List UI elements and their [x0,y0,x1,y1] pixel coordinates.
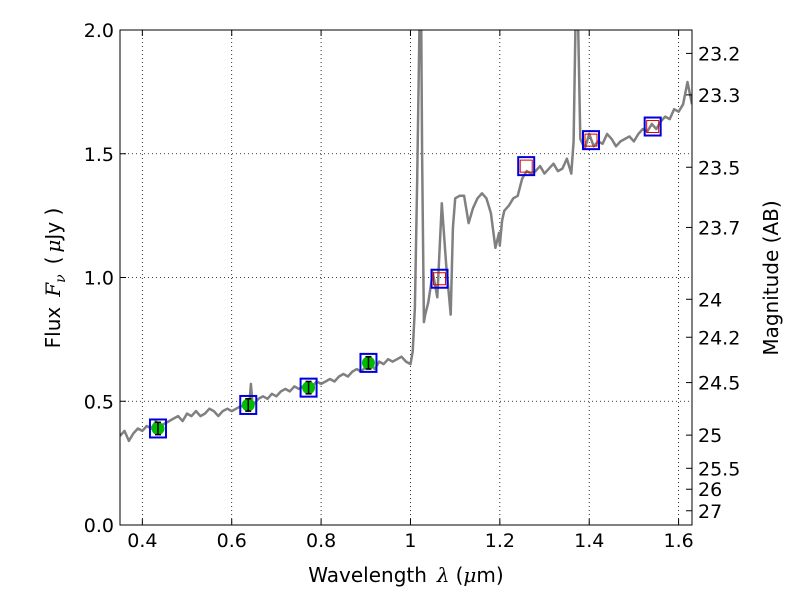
photometry-square-marker [517,156,536,177]
photometry-square-marker [299,377,318,398]
x-tick-label: 1.6 [663,530,693,552]
y2-tick-label: 23.2 [698,43,740,65]
y2-tick-label: 24.5 [698,373,740,395]
photometry-square-marker [582,130,601,151]
y-axis-title: FluxFν(μJy ) [41,208,69,349]
photometry-square-marker [148,418,167,439]
model-square-marker [584,133,598,147]
spectrum-line [120,30,692,443]
y2-tick-label: 25.5 [698,458,740,480]
y-tick-label: 0.0 [84,515,114,537]
photometry-square-marker [430,268,449,289]
x-tick-label: 1.4 [574,530,604,552]
photometry-square-marker [643,116,662,137]
photometry-square-marker [239,394,258,415]
axis-ticks: 0.4 0.6 0.8 1 1.2 1.4 1.6 0.0 0.5 1.0 1.5 2.0 23.2 23… [84,20,741,552]
model-square-marker [433,272,447,286]
x-tick-label: 0.8 [306,530,336,552]
photometry-square-marker [359,352,378,373]
y-tick-label: 0.5 [84,391,114,413]
y2-tick-label: 23.3 [698,85,740,107]
plot-area [120,30,692,443]
y-tick-label: 2.0 [84,20,114,42]
model-square-marker [646,120,660,134]
y2-tick-label: 23.7 [698,217,740,239]
y2-tick-label: 27 [698,501,722,523]
y2-tick-label: 24.2 [698,327,740,349]
x-axis-title: Wavelength λ (μm) [308,563,503,587]
y2-tick-label: 25 [698,425,722,447]
grid-lines [120,30,692,525]
plot-frame [119,29,693,526]
y2-tick-label: 23.5 [698,157,740,179]
y-tick-label: 1.5 [84,144,114,166]
y2-tick-label: 24 [698,289,722,311]
model-square-marker [519,159,533,173]
x-tick-label: 0.6 [217,530,247,552]
x-tick-label: 1 [404,530,416,552]
x-tick-label: 0.4 [127,530,157,552]
y2-tick-label: 26 [698,479,722,501]
y2-axis-title: Magnitude (AB) [759,200,783,355]
x-tick-label: 1.2 [485,530,515,552]
y-tick-label: 1.0 [84,268,114,290]
